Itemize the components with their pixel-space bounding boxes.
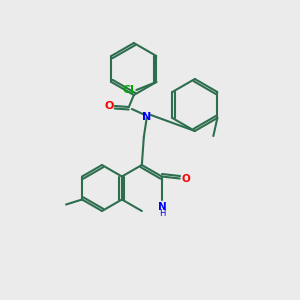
Text: Cl: Cl <box>122 85 134 95</box>
Text: N: N <box>158 202 167 212</box>
Text: N: N <box>142 112 152 122</box>
Text: O: O <box>182 173 190 184</box>
Text: H: H <box>160 209 166 218</box>
Text: O: O <box>104 101 113 111</box>
